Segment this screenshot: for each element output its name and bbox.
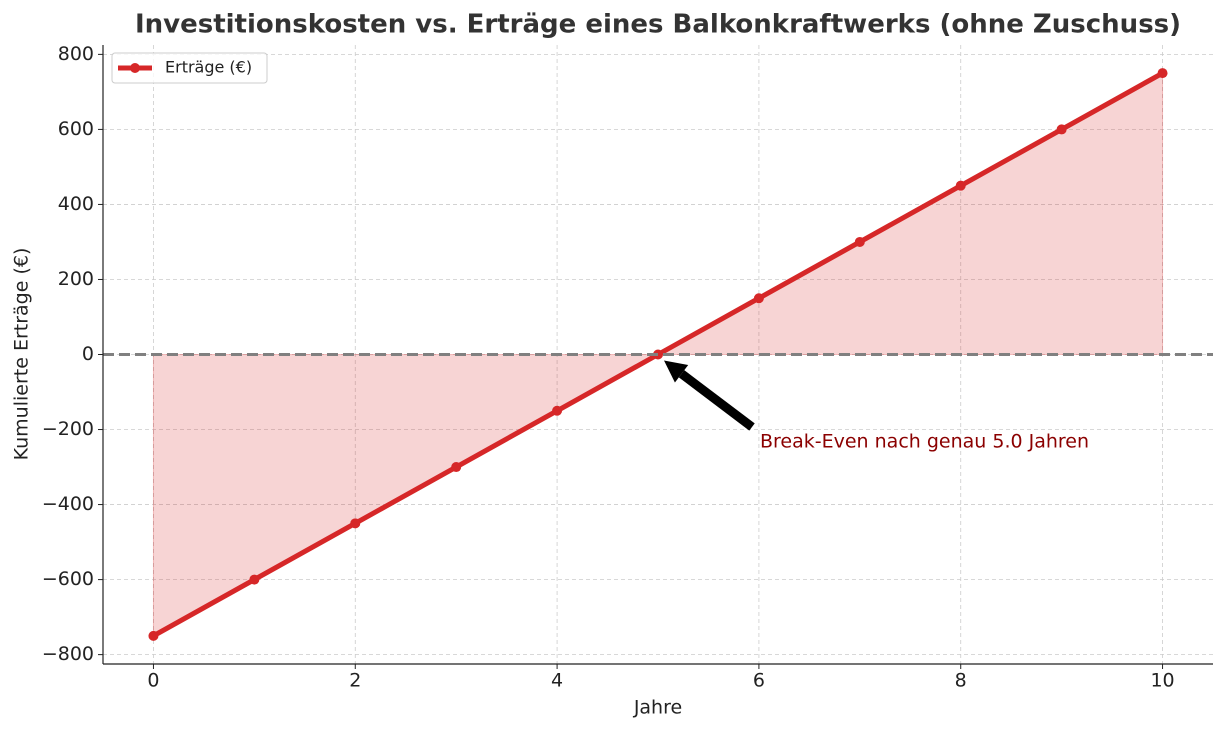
x-tick-label: 2 — [349, 670, 361, 692]
y-tick-label: −600 — [42, 568, 94, 590]
y-tick-label: 400 — [58, 193, 94, 215]
x-axis-label: Jahre — [633, 697, 682, 719]
legend-label: Erträge (€) — [165, 58, 252, 77]
y-tick-label: 0 — [82, 343, 94, 365]
legend-marker — [130, 63, 140, 73]
y-tick-label: 200 — [58, 268, 94, 290]
y-tick-label: −200 — [42, 418, 94, 440]
point — [1056, 124, 1067, 135]
x-tick-label: 6 — [753, 670, 765, 692]
x-tick-label: 0 — [147, 670, 159, 692]
y-tick-label: 600 — [58, 118, 94, 140]
point — [148, 630, 159, 641]
x-tick-label: 4 — [551, 670, 563, 692]
point — [1157, 68, 1168, 79]
y-tick-label: −400 — [42, 493, 94, 515]
point — [451, 462, 462, 473]
x-tick-label: 8 — [955, 670, 967, 692]
point — [753, 293, 764, 304]
annotation: Break-Even nach genau 5.0 Jahren — [760, 431, 1089, 453]
y-tick-label: 800 — [58, 43, 94, 65]
x-tick-label: 10 — [1150, 670, 1174, 692]
point — [249, 574, 260, 585]
annotation-arrowhead — [664, 360, 689, 383]
point — [552, 405, 563, 416]
y-axis-label: Kumulierte Erträge (€) — [11, 248, 33, 461]
point — [854, 236, 865, 247]
point — [350, 518, 361, 529]
y-tick-label: −800 — [42, 643, 94, 665]
annotation-arrow — [678, 370, 755, 431]
legend-box — [111, 52, 268, 84]
chart-title: Investitionskosten vs. Erträge eines Bal… — [135, 10, 1181, 40]
point — [955, 180, 966, 191]
